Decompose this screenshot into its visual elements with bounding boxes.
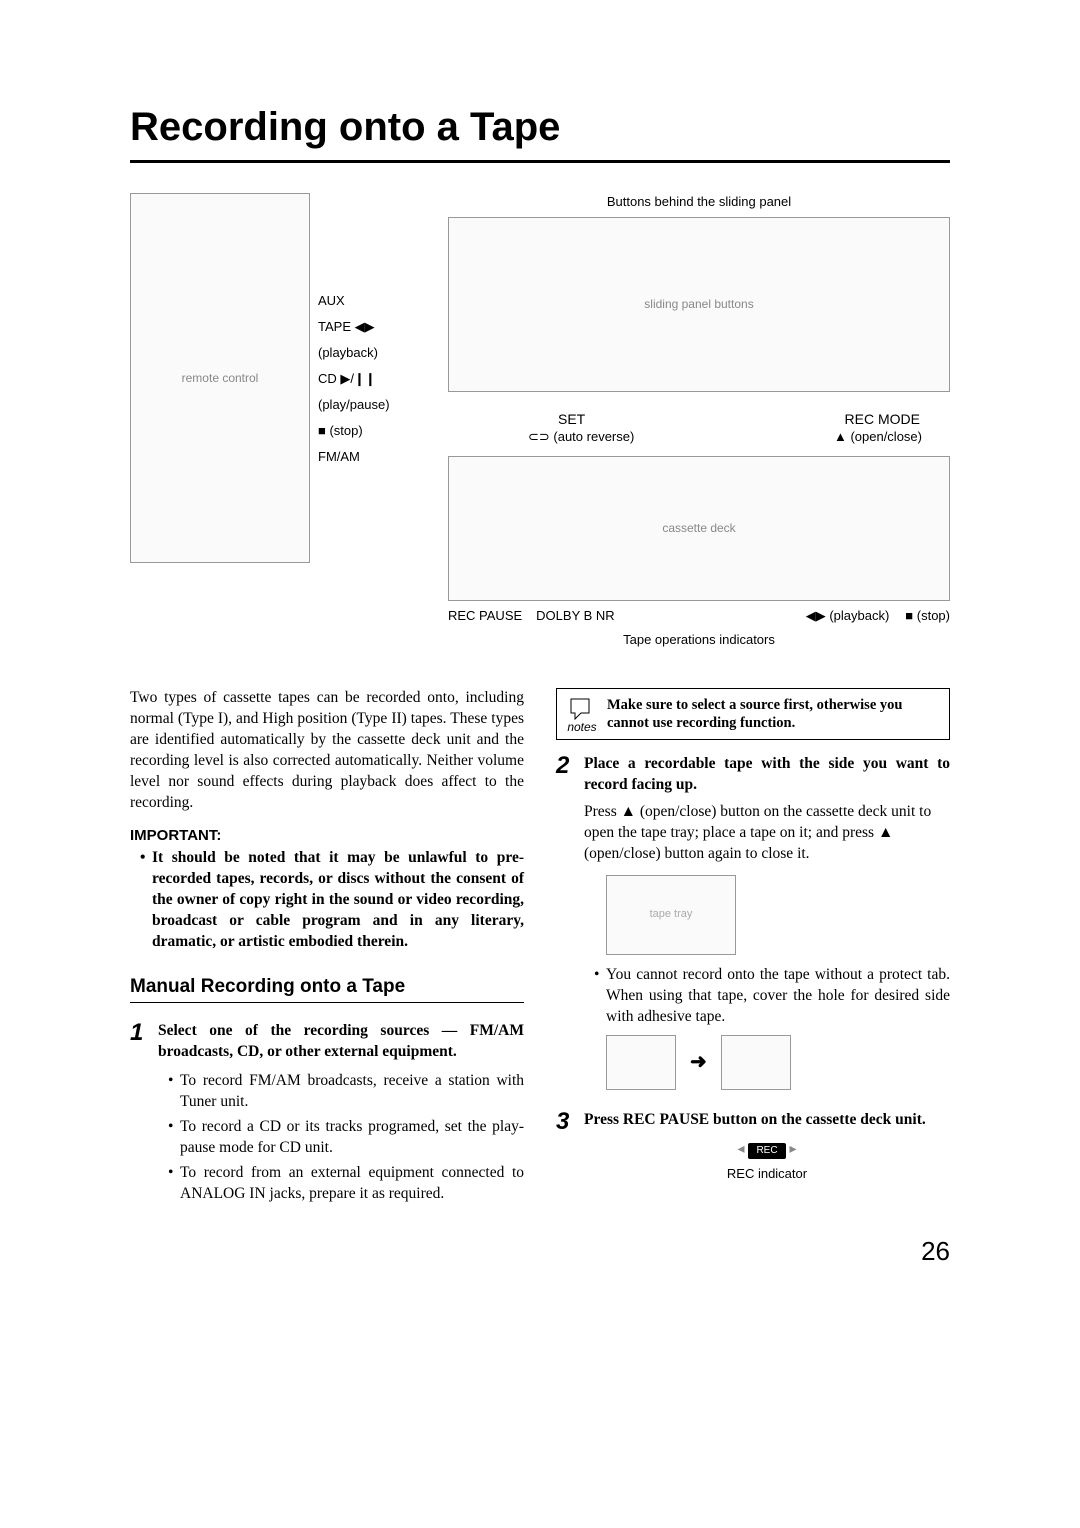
label-open-close: ▲ (open/close) xyxy=(834,428,922,446)
protect-tab-diagram: ➜ xyxy=(606,1035,950,1090)
notes-icon: notes xyxy=(567,695,597,733)
step-1-bullet-3: To record from an external equipment con… xyxy=(168,1163,524,1205)
note-text: Make sure to select a source first, othe… xyxy=(607,696,939,732)
step-2: 2 Place a recordable tape with the side … xyxy=(556,754,950,1100)
step-2-body: Press ▲ (open/close) button on the casse… xyxy=(584,802,950,865)
right-column: notes Make sure to select a source first… xyxy=(556,688,950,1192)
step-3-head: Press REC PAUSE button on the cassette d… xyxy=(584,1110,950,1131)
diagrams-row: remote control AUX TAPE ◀▶ (playback) CD… xyxy=(130,193,950,648)
step-2-bullet: You cannot record onto the tape without … xyxy=(594,965,950,1028)
step-1-bullet-1: To record FM/AM broadcasts, receive a st… xyxy=(168,1071,524,1113)
rec-indicator-diagram: ◂ REC ▸ REC indicator xyxy=(584,1139,950,1182)
page-number: 26 xyxy=(130,1234,950,1269)
label-cd: CD ▶/❙❙ (play/pause) xyxy=(318,366,430,418)
label-rec-mode: REC MODE xyxy=(845,410,920,429)
step-3-num: 3 xyxy=(556,1110,574,1182)
left-column: Two types of cassette tapes can be recor… xyxy=(130,688,524,1218)
deck-diagram: cassette deck xyxy=(448,456,950,601)
label-aux: AUX xyxy=(318,288,430,314)
label-auto-reverse: ⊂⊃ (auto reverse) xyxy=(528,428,634,446)
label-stop2: ■ (stop) xyxy=(905,607,950,625)
tape-ops-caption: Tape operations indicators xyxy=(448,631,950,649)
remote-labels: AUX TAPE ◀▶ (playback) CD ▶/❙❙ (play/pau… xyxy=(310,193,430,563)
label-stop: ■ (stop) xyxy=(318,418,430,444)
label-fmam: FM/AM xyxy=(318,444,430,470)
step-1-bullet-2: To record a CD or its tracks programed, … xyxy=(168,1117,524,1159)
step-3: 3 Press REC PAUSE button on the cassette… xyxy=(556,1110,950,1182)
panel-caption: Buttons behind the sliding panel xyxy=(448,193,950,211)
step-1-num: 1 xyxy=(130,1021,148,1208)
remote-diagram: remote control xyxy=(130,193,310,563)
page-title: Recording onto a Tape xyxy=(130,100,950,163)
intro-paragraph: Two types of cassette tapes can be recor… xyxy=(130,688,524,814)
label-set: SET xyxy=(558,410,585,429)
rec-indicator-caption: REC indicator xyxy=(584,1165,950,1183)
important-text: It should be noted that it may be unlawf… xyxy=(140,848,524,953)
label-playback: ◀▶ (playback) xyxy=(806,607,890,625)
panel-diagram: sliding panel buttons xyxy=(448,217,950,392)
step-2-num: 2 xyxy=(556,754,574,1100)
tape-tray-diagram: tape tray xyxy=(606,875,736,955)
label-dolby: DOLBY B NR xyxy=(536,607,615,625)
step-1-head: Select one of the recording sources — FM… xyxy=(158,1021,524,1063)
note-box: notes Make sure to select a source first… xyxy=(556,688,950,740)
label-tape: TAPE ◀▶ (playback) xyxy=(318,314,430,366)
section-title: Manual Recording onto a Tape xyxy=(130,974,524,1003)
step-1: 1 Select one of the recording sources — … xyxy=(130,1021,524,1208)
label-rec-pause: REC PAUSE xyxy=(448,607,522,625)
important-label: IMPORTANT: xyxy=(130,826,524,846)
body-columns: Two types of cassette tapes can be recor… xyxy=(130,688,950,1218)
step-2-head: Place a recordable tape with the side yo… xyxy=(584,754,950,796)
